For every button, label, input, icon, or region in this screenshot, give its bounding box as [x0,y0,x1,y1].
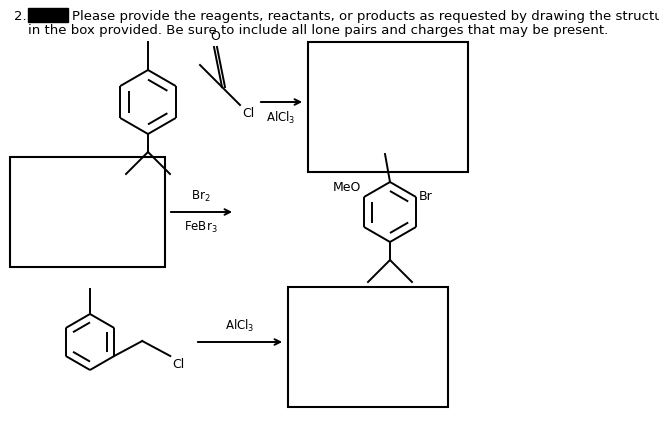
Text: Br: Br [419,191,433,203]
Text: Please provide the reagents, reactants, or products as requested by drawing the : Please provide the reagents, reactants, … [72,10,659,23]
Text: Cl: Cl [242,107,254,120]
Bar [308,42,468,172]
Text: in the box provided. Be sure to include all lone pairs and charges that may be p: in the box provided. Be sure to include … [28,24,608,37]
Text: AlCl$_3$: AlCl$_3$ [225,318,255,334]
Text: AlCl$_3$: AlCl$_3$ [266,110,296,126]
Text: FeBr$_3$: FeBr$_3$ [185,220,217,235]
Text: Br$_2$: Br$_2$ [191,189,211,204]
Text: 2.: 2. [14,10,26,23]
Bar [28,8,68,22]
Text: Cl: Cl [172,358,185,371]
Text: MeO: MeO [333,181,361,194]
Bar [288,287,448,407]
Text: O: O [210,30,220,43]
Bar [10,157,165,267]
